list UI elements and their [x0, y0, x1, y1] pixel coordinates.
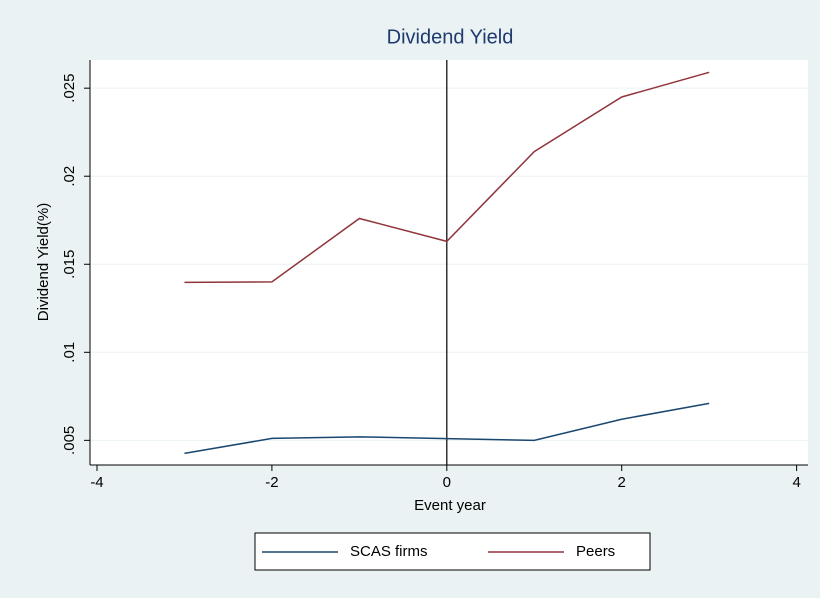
y-tick-label: .025: [61, 74, 78, 103]
legend-label: Peers: [576, 543, 615, 560]
y-tick-label: .015: [61, 250, 78, 279]
plot-area: [90, 60, 808, 465]
x-tick-label: -4: [90, 474, 103, 491]
x-tick-label: 4: [792, 474, 800, 491]
y-tick-label: .02: [61, 166, 78, 187]
chart-title: Dividend Yield: [387, 26, 514, 48]
x-tick-label: 0: [443, 474, 451, 491]
series-line: [184, 71, 710, 284]
x-tick-label: -2: [265, 474, 278, 491]
x-axis-label: Event year: [414, 497, 486, 514]
legend-label: SCAS firms: [350, 543, 428, 560]
x-tick-label: 2: [618, 474, 626, 491]
y-tick-label: .005: [61, 426, 78, 455]
series-line: [184, 402, 710, 455]
y-axis-label: Dividend Yield(%): [35, 203, 52, 321]
y-tick-label: .01: [61, 342, 78, 363]
